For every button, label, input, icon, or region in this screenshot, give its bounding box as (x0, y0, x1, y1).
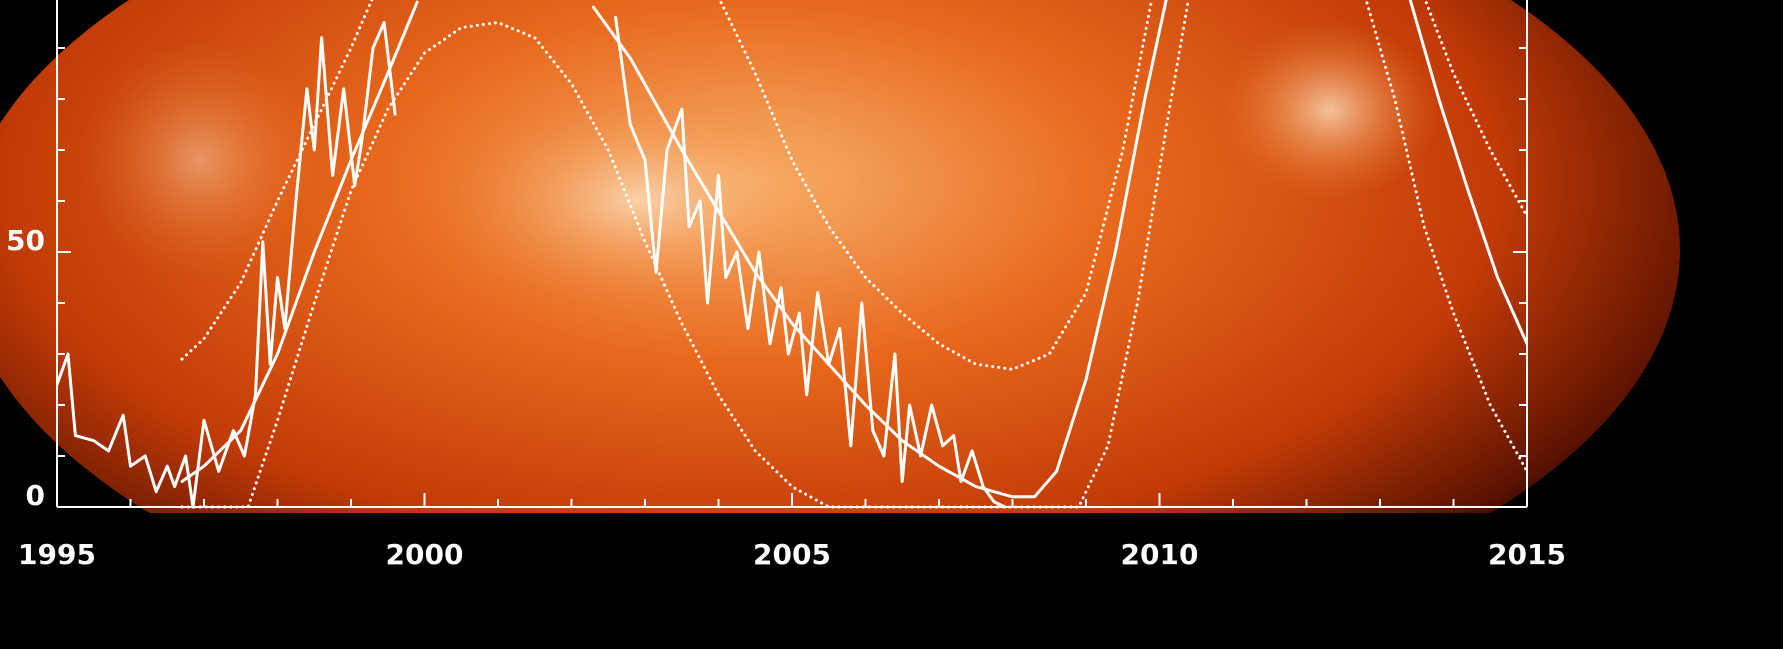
x-tick-label: 2000 (386, 538, 464, 571)
sun-bright-region (440, 90, 840, 310)
sun-bright-region (1220, 20, 1440, 200)
page: 19952000200520102015050 (() => { const d… (0, 0, 1783, 649)
y-tick-label: 0 (26, 479, 45, 512)
x-tick-label: 1995 (18, 538, 96, 571)
sun-bright-region (80, 40, 320, 280)
x-tick-label: 2010 (1121, 538, 1199, 571)
label-band (0, 513, 1783, 649)
x-tick-label: 2005 (753, 538, 831, 571)
x-tick-label: 2015 (1488, 538, 1566, 571)
chart: 1995 2000 2005 2010 2015 0 50 (0, 0, 1783, 649)
y-tick-label: 50 (6, 224, 45, 257)
